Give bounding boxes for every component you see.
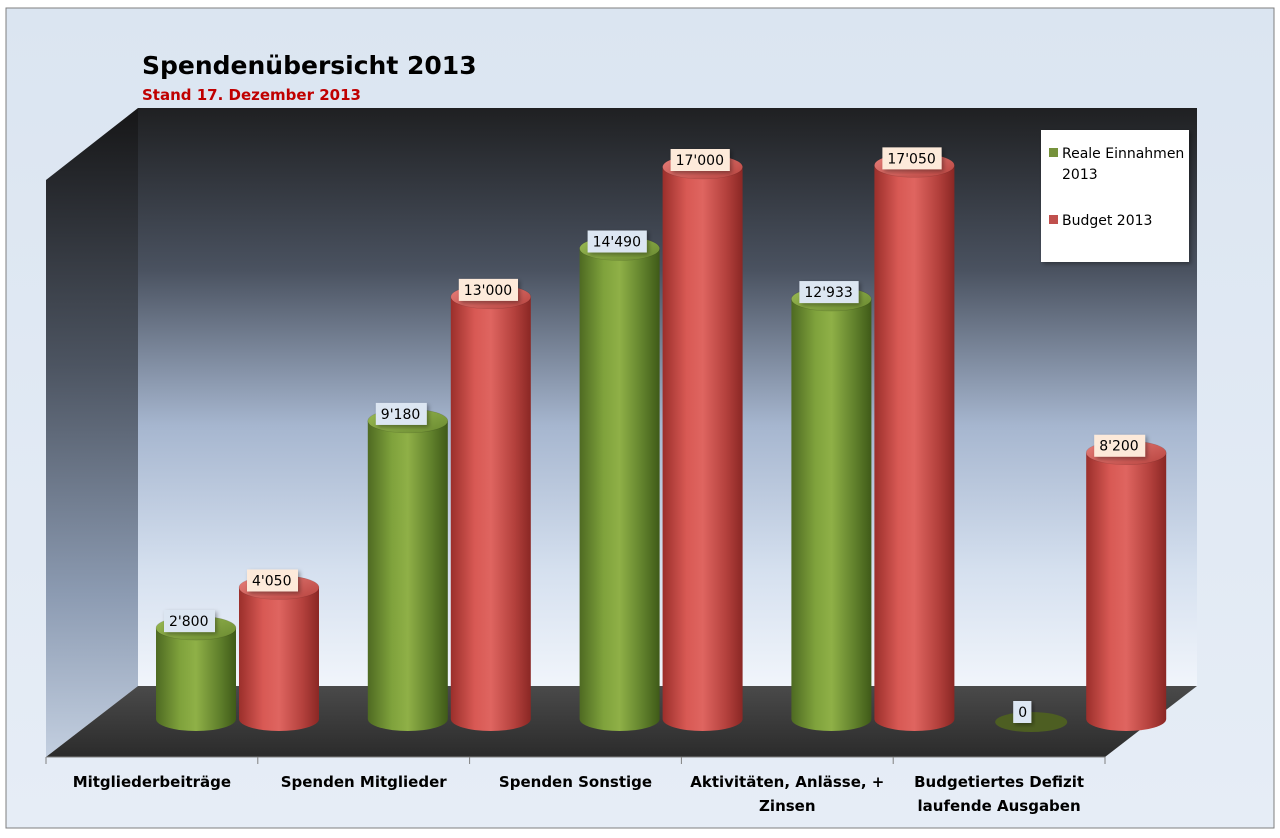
data-label-box [799,281,859,304]
bar-body [662,167,743,731]
data-label-text: 8'200 [1099,439,1138,455]
legend-swatch-green [1049,148,1058,157]
category-label: Zinsen [759,797,815,815]
legend: Reale Einnahmen 2013 Budget 2013 [1041,130,1189,262]
chart-side-wall [46,108,138,757]
data-label-reale-einnahmen-3: 12'933 [799,281,859,304]
data-label-text: 17'000 [676,153,724,169]
legend-label-green-line1: Reale Einnahmen [1062,146,1184,162]
bar-body [367,420,448,731]
data-label-budget-3: 17'050 [882,147,942,170]
data-label-box [670,149,730,171]
data-label-text: 9'180 [381,407,420,423]
data-label-box [375,402,427,425]
bar-budget-1 [450,284,532,731]
legend-box [1041,130,1189,262]
data-label-text: 13'000 [464,283,512,299]
data-label-box [247,569,298,592]
bar-budget-2 [662,154,743,731]
bar-budget-0 [238,575,320,731]
legend-swatch-red [1049,215,1058,224]
bar-budget-3 [874,153,955,731]
bar-body [450,296,531,731]
category-label: Spenden Sonstige [499,773,652,791]
data-label-box [164,610,215,633]
bar-body [791,299,872,731]
bar-reale-einnahmen-0 [155,615,237,731]
bar-reale-einnahmen-3 [791,286,872,731]
category-labels-group: Mitgliederbeiträge Spenden Mitglieder Spen… [73,773,1084,815]
data-label-text: 4'050 [252,573,291,589]
data-labels-group: 2'800 4'050 9'180 13'000 14'490 17'000 12'933 1… [164,147,1146,723]
category-label: Mitgliederbeiträge [73,773,231,791]
category-label: Budgetiertes Defizit [914,773,1084,791]
data-label-budget-2: 17'000 [670,149,730,171]
bar-budget-4 [1085,440,1167,731]
data-label-text: 17'050 [887,151,935,167]
data-label-reale-einnahmen-2: 14'490 [587,230,647,253]
chart-title: Spendenübersicht 2013 [142,51,477,80]
data-label-box [1013,701,1032,723]
bar-body [1086,452,1167,731]
data-label-text: 14'490 [593,235,641,251]
data-label-reale-einnahmen-4: 0 [1013,701,1032,723]
bar-reale-einnahmen-2 [579,236,660,732]
category-label: Aktivitäten, Anlässe, + [690,773,884,791]
legend-label-green-line2: 2013 [1062,167,1098,183]
data-label-budget-0: 4'050 [247,569,298,592]
legend-label-red: Budget 2013 [1062,213,1152,229]
data-label-text: 0 [1018,705,1027,721]
data-label-box [1094,434,1146,457]
data-label-box [458,278,518,301]
bar-body [874,165,955,731]
data-label-box [882,147,942,170]
bar-body [579,248,660,732]
bar-reale-einnahmen-1 [367,408,449,731]
chart-subtitle: Stand 17. Dezember 2013 [142,86,361,104]
bar-body [156,628,236,731]
data-label-box [587,230,647,253]
data-label-budget-4: 8'200 [1094,434,1146,457]
category-label: Spenden Mitglieder [281,773,448,791]
data-label-text: 2'800 [169,614,208,630]
data-label-budget-1: 13'000 [458,278,518,301]
category-label: laufende Ausgaben [918,797,1081,815]
data-label-reale-einnahmen-1: 9'180 [375,402,427,425]
data-label-reale-einnahmen-0: 2'800 [164,610,215,633]
x-axis-ticks [45,757,1106,764]
data-label-text: 12'933 [804,285,852,301]
bar-body [239,587,319,731]
